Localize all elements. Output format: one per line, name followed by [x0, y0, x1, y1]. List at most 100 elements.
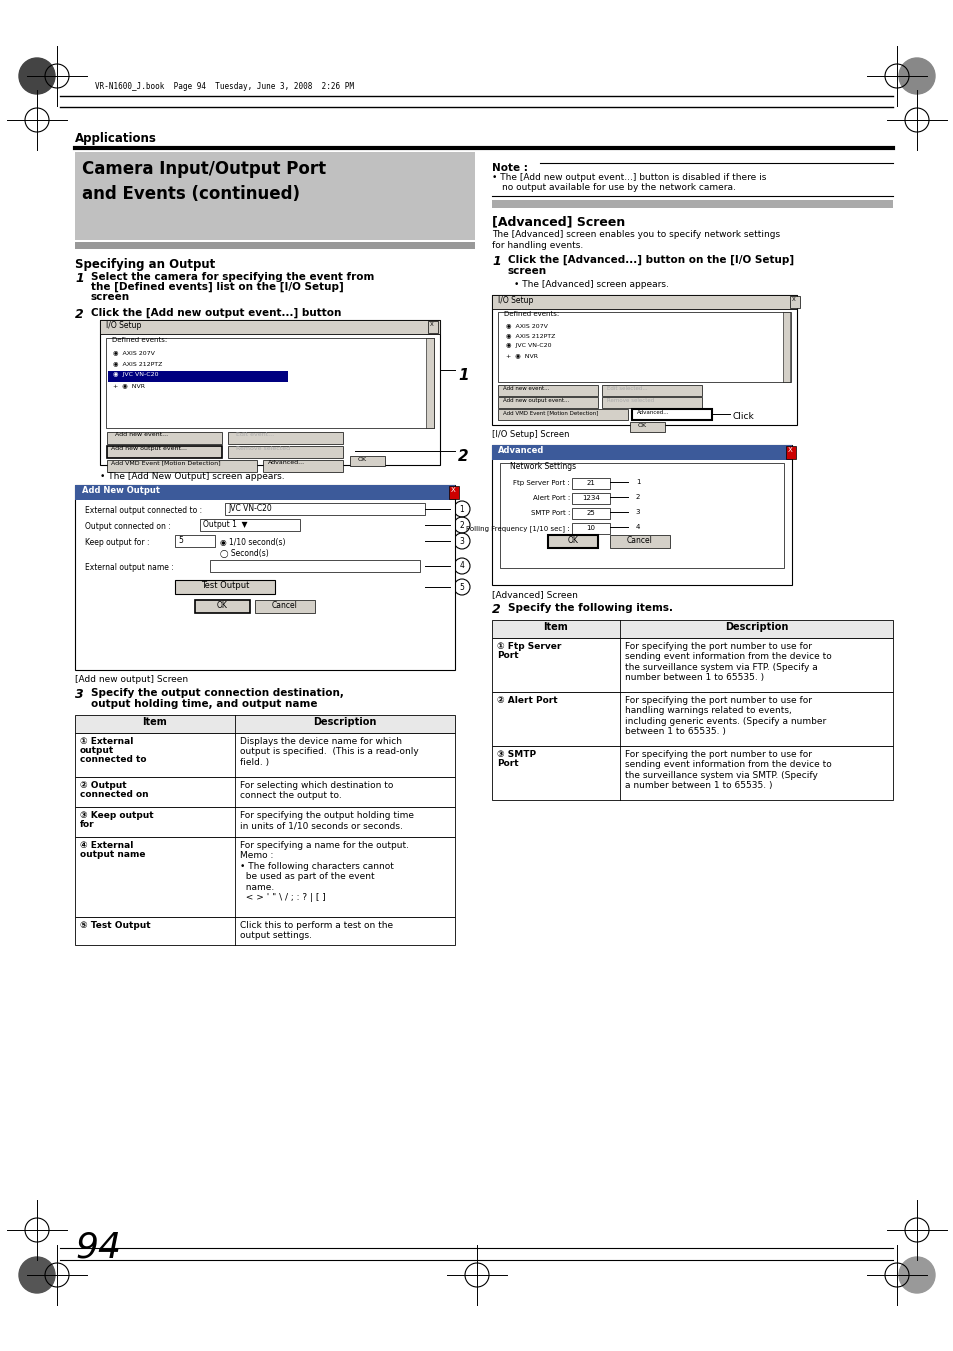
Text: Specify the following items.: Specify the following items. [507, 603, 672, 613]
Text: X: X [791, 297, 795, 303]
Bar [107, 446, 222, 458]
Text: ◉  AXIS 207V: ◉ AXIS 207V [112, 350, 154, 355]
Text: ① Ftp Server: ① Ftp Server [497, 642, 560, 651]
Text: X: X [451, 486, 456, 493]
Bar [200, 519, 299, 531]
Text: VR-N1600_J.book  Page 94  Tuesday, June 3, 2008  2:26 PM: VR-N1600_J.book Page 94 Tuesday, June 3,… [95, 82, 354, 91]
Bar [75, 715, 455, 734]
Text: +  ◉  NVR: + ◉ NVR [505, 353, 537, 358]
Text: output holding time, and output name: output holding time, and output name [91, 698, 317, 709]
Text: Keep output for :: Keep output for : [85, 538, 150, 547]
Text: 5: 5 [178, 536, 183, 544]
Text: connected on: connected on [80, 790, 149, 798]
Text: 1: 1 [635, 480, 639, 485]
Text: X: X [430, 322, 434, 327]
Text: +  ◉  NVR: + ◉ NVR [112, 382, 145, 388]
Text: 5: 5 [459, 582, 464, 592]
Bar [492, 746, 892, 800]
Text: ② Output: ② Output [80, 781, 127, 790]
Text: ◉  JVC VN-C20: ◉ JVC VN-C20 [505, 343, 551, 349]
Bar [601, 397, 701, 408]
Bar [782, 312, 789, 382]
Text: screen: screen [507, 266, 547, 276]
Bar [492, 295, 796, 426]
Text: for: for [80, 820, 94, 830]
Text: Click the [Advanced...] button on the [I/O Setup]: Click the [Advanced...] button on the [I… [507, 255, 793, 265]
Text: 1234: 1234 [581, 494, 599, 501]
Text: SMTP Port :: SMTP Port : [530, 509, 569, 516]
Text: I/O Setup: I/O Setup [497, 296, 533, 305]
Bar [629, 422, 664, 432]
Text: Add new event...: Add new event... [115, 432, 168, 436]
Text: Applications: Applications [75, 132, 156, 145]
Text: 1: 1 [492, 255, 500, 267]
Text: ◉  JVC VN-C20: ◉ JVC VN-C20 [112, 372, 158, 377]
Bar [263, 459, 343, 471]
Bar [497, 409, 627, 420]
Bar [572, 478, 609, 489]
Text: connected to: connected to [80, 755, 147, 765]
Text: X: X [787, 447, 792, 453]
Text: for handling events.: for handling events. [492, 240, 582, 250]
Text: 2: 2 [75, 308, 84, 322]
Bar [75, 734, 455, 777]
Bar [194, 600, 250, 613]
Bar [75, 153, 475, 240]
Circle shape [898, 1256, 934, 1293]
Text: Click: Click [732, 412, 754, 422]
Text: 10: 10 [586, 526, 595, 531]
Text: [I/O Setup] Screen: [I/O Setup] Screen [492, 430, 569, 439]
Text: OK: OK [216, 601, 227, 611]
Text: Edit selected...: Edit selected... [606, 386, 647, 390]
Text: ③ SMTP: ③ SMTP [497, 750, 536, 759]
Text: Cancel: Cancel [272, 601, 297, 611]
Bar [106, 338, 434, 428]
Bar [499, 463, 783, 567]
Text: OK: OK [637, 423, 646, 428]
Bar [100, 320, 439, 334]
Text: and Events (continued): and Events (continued) [82, 185, 299, 203]
Bar [100, 320, 439, 465]
Text: [Advanced] Screen: [Advanced] Screen [492, 215, 624, 228]
Text: For specifying a name for the output.
Memo :
• The following characters cannot
 : For specifying a name for the output. Me… [240, 842, 409, 902]
Text: For specifying the port number to use for
sending event information from the dev: For specifying the port number to use fo… [624, 642, 831, 682]
Bar [609, 535, 669, 549]
Text: Remove selected: Remove selected [606, 399, 654, 403]
Text: output: output [80, 746, 114, 755]
Text: 2: 2 [492, 603, 500, 616]
Bar [492, 295, 796, 309]
Text: screen: screen [91, 292, 130, 303]
Bar [75, 485, 455, 670]
Bar [350, 457, 385, 466]
Bar [572, 508, 609, 519]
Bar [497, 397, 598, 408]
Bar [631, 409, 711, 420]
Bar [174, 535, 214, 547]
Text: Add new output event...: Add new output event... [111, 446, 187, 451]
Bar [572, 523, 609, 534]
Text: Item: Item [543, 621, 568, 632]
Text: Add new event...: Add new event... [502, 386, 549, 390]
Text: Polling Frequency [1/10 sec] :: Polling Frequency [1/10 sec] : [466, 526, 569, 532]
Text: ◯ Second(s): ◯ Second(s) [220, 549, 269, 558]
Text: Specifying an Output: Specifying an Output [75, 258, 215, 272]
Text: Port: Port [497, 651, 518, 661]
Bar [75, 917, 455, 944]
Text: The [Advanced] screen enables you to specify network settings: The [Advanced] screen enables you to spe… [492, 230, 780, 239]
Text: ◉  AXIS 212PTZ: ◉ AXIS 212PTZ [505, 332, 555, 338]
Text: Defined events:: Defined events: [503, 311, 558, 317]
Text: Test Output: Test Output [200, 581, 249, 590]
Bar [75, 838, 455, 917]
Text: 1: 1 [459, 504, 464, 513]
Bar [107, 459, 256, 471]
Text: Click the [Add new output event...] button: Click the [Add new output event...] butt… [91, 308, 341, 319]
Text: For specifying the port number to use for
handling warnings related to events,
i: For specifying the port number to use fo… [624, 696, 825, 736]
Text: For specifying the port number to use for
sending event information from the dev: For specifying the port number to use fo… [624, 750, 831, 790]
Bar [174, 580, 274, 594]
Bar [785, 446, 795, 459]
Bar [254, 600, 314, 613]
Text: [Add new output] Screen: [Add new output] Screen [75, 676, 188, 684]
Text: I/O Setup: I/O Setup [106, 322, 141, 330]
Text: Cancel: Cancel [626, 536, 652, 544]
Bar [572, 493, 609, 504]
